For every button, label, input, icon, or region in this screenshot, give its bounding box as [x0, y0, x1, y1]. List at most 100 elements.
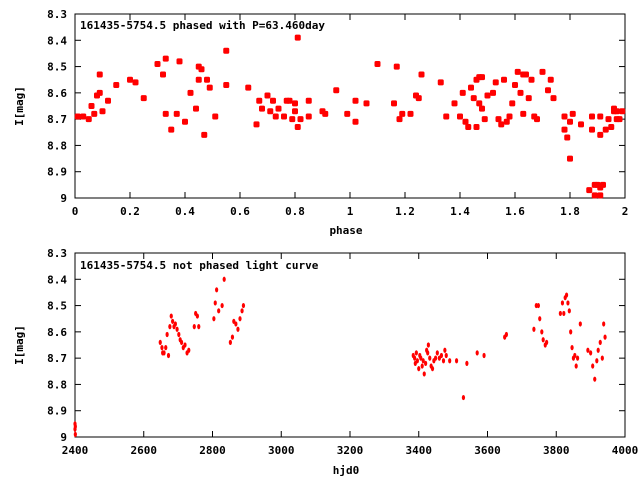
- unphased-data-point: [212, 316, 216, 322]
- phased-data-point: [223, 81, 230, 88]
- phased-data-point: [176, 58, 183, 65]
- phased-data-point: [561, 113, 568, 120]
- unphased-data-point: [419, 355, 423, 361]
- phased-data-point: [479, 74, 485, 81]
- unphased-x-tick-label: 3200: [337, 444, 364, 457]
- unphased-data-point: [482, 352, 486, 359]
- unphased-data-point: [236, 326, 240, 332]
- unphased-data-point: [591, 363, 595, 369]
- unphased-data-point: [230, 334, 235, 340]
- phased-data-point: [352, 118, 359, 125]
- phased-y-tick-label: 8.8: [47, 139, 67, 152]
- phased-data-point: [468, 84, 474, 91]
- phased-data-point: [506, 113, 513, 120]
- phased-data-point: [509, 100, 516, 107]
- phased-x-tick-label: 1: [347, 205, 354, 218]
- phased-data-point: [501, 76, 507, 83]
- unphased-data-point: [569, 329, 573, 335]
- phased-data-point: [267, 108, 274, 115]
- unphased-plot-title: 161435-5754.5 not phased light curve: [80, 259, 319, 272]
- unphased-data-point: [475, 350, 479, 356]
- unphased-data-point: [424, 360, 428, 366]
- phased-y-tick-label: 8.5: [47, 61, 67, 74]
- phased-data-point: [198, 66, 205, 73]
- unphased-y-tick-label: 9: [60, 431, 67, 444]
- phased-x-tick-label: 2: [622, 205, 629, 218]
- unphased-data-point: [430, 366, 435, 372]
- phased-data-point: [113, 81, 120, 88]
- unphased-data-point: [173, 321, 177, 327]
- unphased-data-point: [222, 276, 226, 282]
- unphased-data-point: [213, 300, 217, 306]
- phased-data-point: [470, 95, 477, 102]
- phased-data-point: [457, 113, 463, 120]
- phased-data-point: [105, 97, 111, 104]
- unphased-y-tick-label: 8.9: [47, 405, 67, 418]
- unphased-data-point: [575, 355, 580, 361]
- phased-data-point: [520, 110, 527, 117]
- unphased-data-point: [183, 342, 187, 348]
- unphased-x-tick-label: 2600: [131, 444, 158, 457]
- unphased-data-point: [504, 331, 509, 338]
- phased-data-point: [465, 124, 472, 131]
- unphased-data-point: [444, 352, 448, 359]
- unphased-data-point: [586, 347, 590, 353]
- phased-data-point: [462, 118, 469, 125]
- unphased-data-point: [234, 321, 238, 327]
- phased-x-tick-label: 1.2: [395, 205, 415, 218]
- unphased-data-point: [461, 394, 466, 401]
- phased-y-tick-label: 9: [60, 192, 67, 205]
- phased-data-point: [96, 89, 103, 96]
- phased-data-point: [281, 113, 287, 120]
- phased-data-point: [270, 97, 276, 104]
- unphased-data-point: [562, 310, 566, 317]
- phased-data-point: [127, 76, 133, 83]
- phased-data-point: [162, 55, 169, 62]
- phased-data-point: [605, 116, 612, 123]
- phased-data-point: [415, 95, 422, 102]
- phased-data-point: [305, 113, 312, 120]
- phased-x-tick-label: 1.4: [450, 205, 470, 218]
- phased-data-point: [608, 124, 615, 131]
- phased-data-point: [503, 118, 510, 125]
- unphased-data-point: [595, 358, 599, 364]
- phased-data-point: [407, 110, 414, 117]
- phased-data-point: [459, 89, 466, 96]
- phased-data-point: [479, 105, 485, 112]
- phased-data-point: [481, 116, 488, 123]
- unphased-data-point: [589, 350, 593, 356]
- unphased-data-point: [168, 324, 172, 330]
- unphased-x-tick-label: 4000: [612, 444, 639, 457]
- phased-data-point: [80, 113, 87, 120]
- phased-data-point: [132, 79, 139, 86]
- phased-data-point: [512, 81, 518, 88]
- unphased-data-point: [574, 363, 578, 369]
- unphased-data-point: [433, 355, 438, 361]
- unphased-data-point: [177, 331, 181, 338]
- phased-data-point: [289, 116, 296, 123]
- unphased-data-point: [573, 352, 577, 359]
- unphased-data-point: [536, 302, 540, 309]
- phased-y-tick-label: 8.9: [47, 166, 67, 179]
- unphased-data-point: [598, 339, 602, 345]
- unphased-data-point: [415, 358, 419, 364]
- phased-data-point: [245, 84, 252, 91]
- unphased-data-point: [435, 350, 439, 356]
- phased-data-point: [492, 79, 499, 86]
- phased-data-points: [74, 34, 626, 199]
- unphased-data-point: [593, 376, 597, 382]
- phased-data-point: [619, 108, 626, 115]
- unphased-y-tick-label: 8.8: [47, 378, 67, 391]
- unphased-data-point: [166, 352, 171, 359]
- phased-data-point: [272, 113, 279, 120]
- phased-data-point: [305, 97, 312, 104]
- phased-data-point: [206, 84, 213, 91]
- phased-y-axis-label: I[mag]: [13, 86, 26, 126]
- phased-data-point: [212, 113, 219, 120]
- unphased-plot-frame: [74, 252, 626, 438]
- unphased-data-point: [73, 423, 77, 430]
- phased-x-tick-label: 0: [72, 205, 79, 218]
- phased-data-point: [173, 110, 180, 117]
- unphased-data-point: [420, 363, 424, 369]
